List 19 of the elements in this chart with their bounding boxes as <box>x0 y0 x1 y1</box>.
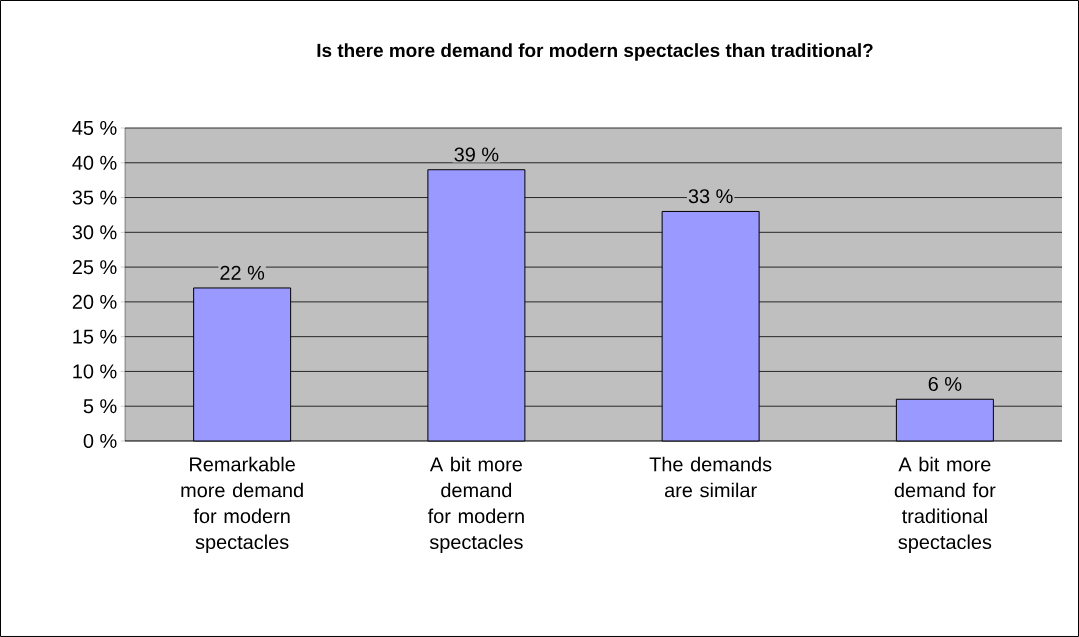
data-label: 39 % <box>454 147 499 162</box>
y-tick-label: 15 % <box>73 329 117 344</box>
data-label: 22 % <box>220 265 265 280</box>
y-tick-label: 0 % <box>83 433 117 449</box>
y-tick-label: 45 % <box>72 120 117 135</box>
y-tick-label: 35 % <box>72 190 117 205</box>
y-tick-label: 30 % <box>72 225 117 240</box>
y-tick-label: 10 % <box>73 364 117 379</box>
data-label: 33 % <box>688 189 733 204</box>
x-tick-label: Remarkable more demand for modern spectacles <box>181 456 303 554</box>
y-tick-label: 20 % <box>72 294 117 309</box>
x-tick-label: A bit more demand for traditional spectacles <box>894 456 996 554</box>
chart-title: Is there more demand for modern spectacles than traditional? <box>317 43 873 61</box>
x-tick-label: A bit more demand for modern spectacles <box>427 456 524 554</box>
data-label: 6 % <box>928 376 962 392</box>
y-tick-label: 25 % <box>72 260 117 275</box>
y-tick-label: 5 % <box>83 399 117 414</box>
x-tick-label: The demands are similar <box>649 456 772 498</box>
y-tick-label: 40 % <box>72 155 117 170</box>
